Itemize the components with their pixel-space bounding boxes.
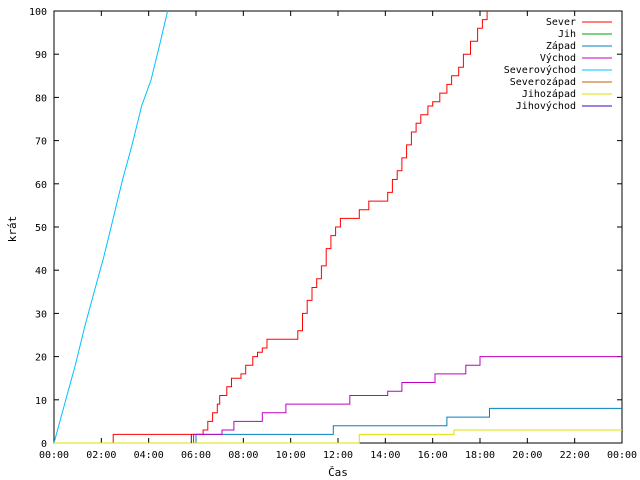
x-tick-label: 20:00 xyxy=(512,450,542,461)
legend-label-vychod: Východ xyxy=(540,52,576,64)
y-tick-label: 0 xyxy=(41,439,47,450)
x-axis-label: Čas xyxy=(328,466,348,479)
series-line-severovychod xyxy=(53,10,169,444)
x-tick-label: 14:00 xyxy=(370,450,400,461)
x-tick-label: 10:00 xyxy=(276,450,306,461)
legend-label-sever: Sever xyxy=(546,17,576,28)
x-tick-label: 04:00 xyxy=(134,450,164,461)
x-tick-label: 02:00 xyxy=(86,450,116,461)
x-tick-label: 00:00 xyxy=(39,450,69,461)
series-lines xyxy=(53,10,622,444)
legend-label-jihovychod: Jihovýchod xyxy=(516,100,576,112)
y-tick-label: 70 xyxy=(35,137,47,148)
y-tick-label: 100 xyxy=(29,7,47,18)
x-tick-label: 08:00 xyxy=(228,450,258,461)
legend-label-severozapad: Severozápad xyxy=(510,76,576,88)
legend-label-severovychod: Severovýchod xyxy=(504,64,576,76)
legend-label-jihozapad: Jihozápad xyxy=(522,88,576,100)
legend: SeverJihZápadVýchodSeverovýchodSeverozáp… xyxy=(504,17,612,112)
x-tick-label: 22:00 xyxy=(560,450,590,461)
series-line-sever xyxy=(54,11,488,444)
x-axis-ticks: 00:00 02:00 04:00 06:00 08:00 10:00 12:00 14:00… xyxy=(39,11,637,461)
y-tick-label: 60 xyxy=(35,180,47,191)
legend-label-zapad: Západ xyxy=(546,40,576,52)
y-axis-label: krát xyxy=(6,216,19,243)
x-tick-label: 00:00 xyxy=(607,450,637,461)
y-tick-label: 40 xyxy=(35,266,47,277)
x-tick-label: 16:00 xyxy=(418,450,448,461)
series-line-vychod xyxy=(54,356,622,444)
y-tick-label: 50 xyxy=(35,223,47,234)
y-tick-label: 90 xyxy=(35,50,47,61)
y-tick-label: 10 xyxy=(35,396,47,407)
legend-label-jih: Jih xyxy=(558,29,576,40)
x-tick-label: 18:00 xyxy=(465,450,495,461)
y-tick-label: 80 xyxy=(35,93,47,104)
y-tick-label: 30 xyxy=(35,309,47,320)
series-line-zapad xyxy=(54,407,622,444)
series-line-jihozapad xyxy=(54,429,622,444)
x-tick-label: 06:00 xyxy=(181,450,211,461)
x-tick-label: 12:00 xyxy=(323,450,353,461)
y-tick-label: 20 xyxy=(35,353,47,364)
